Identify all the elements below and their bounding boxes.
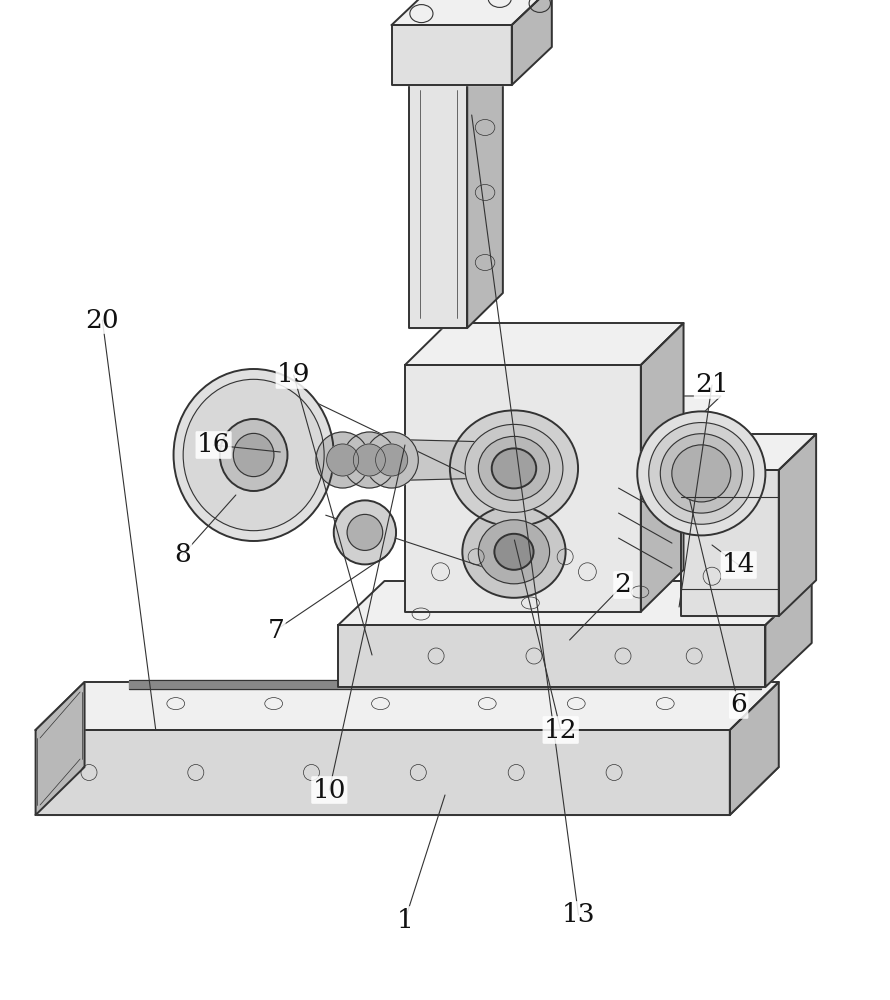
Ellipse shape (343, 432, 396, 488)
Polygon shape (681, 470, 779, 616)
Polygon shape (641, 323, 684, 612)
Polygon shape (641, 430, 685, 475)
Polygon shape (334, 438, 509, 482)
Text: 10: 10 (312, 778, 346, 802)
Ellipse shape (465, 424, 562, 512)
Text: 20: 20 (85, 308, 119, 332)
Polygon shape (392, 0, 552, 25)
Text: 6: 6 (731, 692, 747, 718)
Ellipse shape (347, 514, 383, 550)
Ellipse shape (327, 444, 359, 476)
Polygon shape (36, 767, 779, 815)
Ellipse shape (334, 500, 396, 564)
Polygon shape (512, 0, 552, 85)
Polygon shape (409, 80, 467, 328)
Text: 8: 8 (174, 542, 190, 568)
Polygon shape (405, 365, 641, 612)
Text: 14: 14 (722, 552, 756, 578)
Polygon shape (338, 625, 765, 687)
Text: 21: 21 (695, 372, 729, 397)
Ellipse shape (463, 506, 566, 598)
Polygon shape (129, 680, 761, 689)
Ellipse shape (316, 432, 369, 488)
Ellipse shape (478, 436, 549, 500)
Ellipse shape (365, 432, 418, 488)
Polygon shape (405, 323, 684, 365)
Text: 12: 12 (544, 718, 578, 742)
Ellipse shape (376, 444, 408, 476)
Text: 2: 2 (615, 572, 631, 597)
Polygon shape (36, 730, 730, 815)
Ellipse shape (220, 419, 287, 491)
Ellipse shape (174, 369, 334, 541)
Ellipse shape (353, 444, 385, 476)
Ellipse shape (660, 434, 742, 513)
Polygon shape (779, 434, 816, 616)
Polygon shape (765, 581, 812, 687)
Ellipse shape (649, 423, 754, 524)
Ellipse shape (491, 448, 536, 488)
Text: 16: 16 (197, 432, 231, 458)
Ellipse shape (672, 445, 731, 502)
Text: 1: 1 (397, 908, 413, 932)
Polygon shape (681, 434, 816, 470)
Text: 7: 7 (268, 617, 284, 643)
Text: 19: 19 (277, 362, 311, 387)
Ellipse shape (637, 411, 765, 535)
Polygon shape (36, 682, 779, 730)
Polygon shape (730, 682, 779, 815)
Polygon shape (338, 581, 812, 625)
Ellipse shape (183, 379, 324, 531)
Polygon shape (467, 45, 503, 328)
Ellipse shape (449, 410, 578, 526)
Ellipse shape (495, 534, 534, 570)
Polygon shape (36, 682, 85, 815)
Polygon shape (392, 25, 512, 85)
Ellipse shape (233, 433, 274, 477)
Polygon shape (641, 396, 721, 430)
Ellipse shape (478, 520, 549, 584)
Text: 13: 13 (562, 902, 595, 928)
